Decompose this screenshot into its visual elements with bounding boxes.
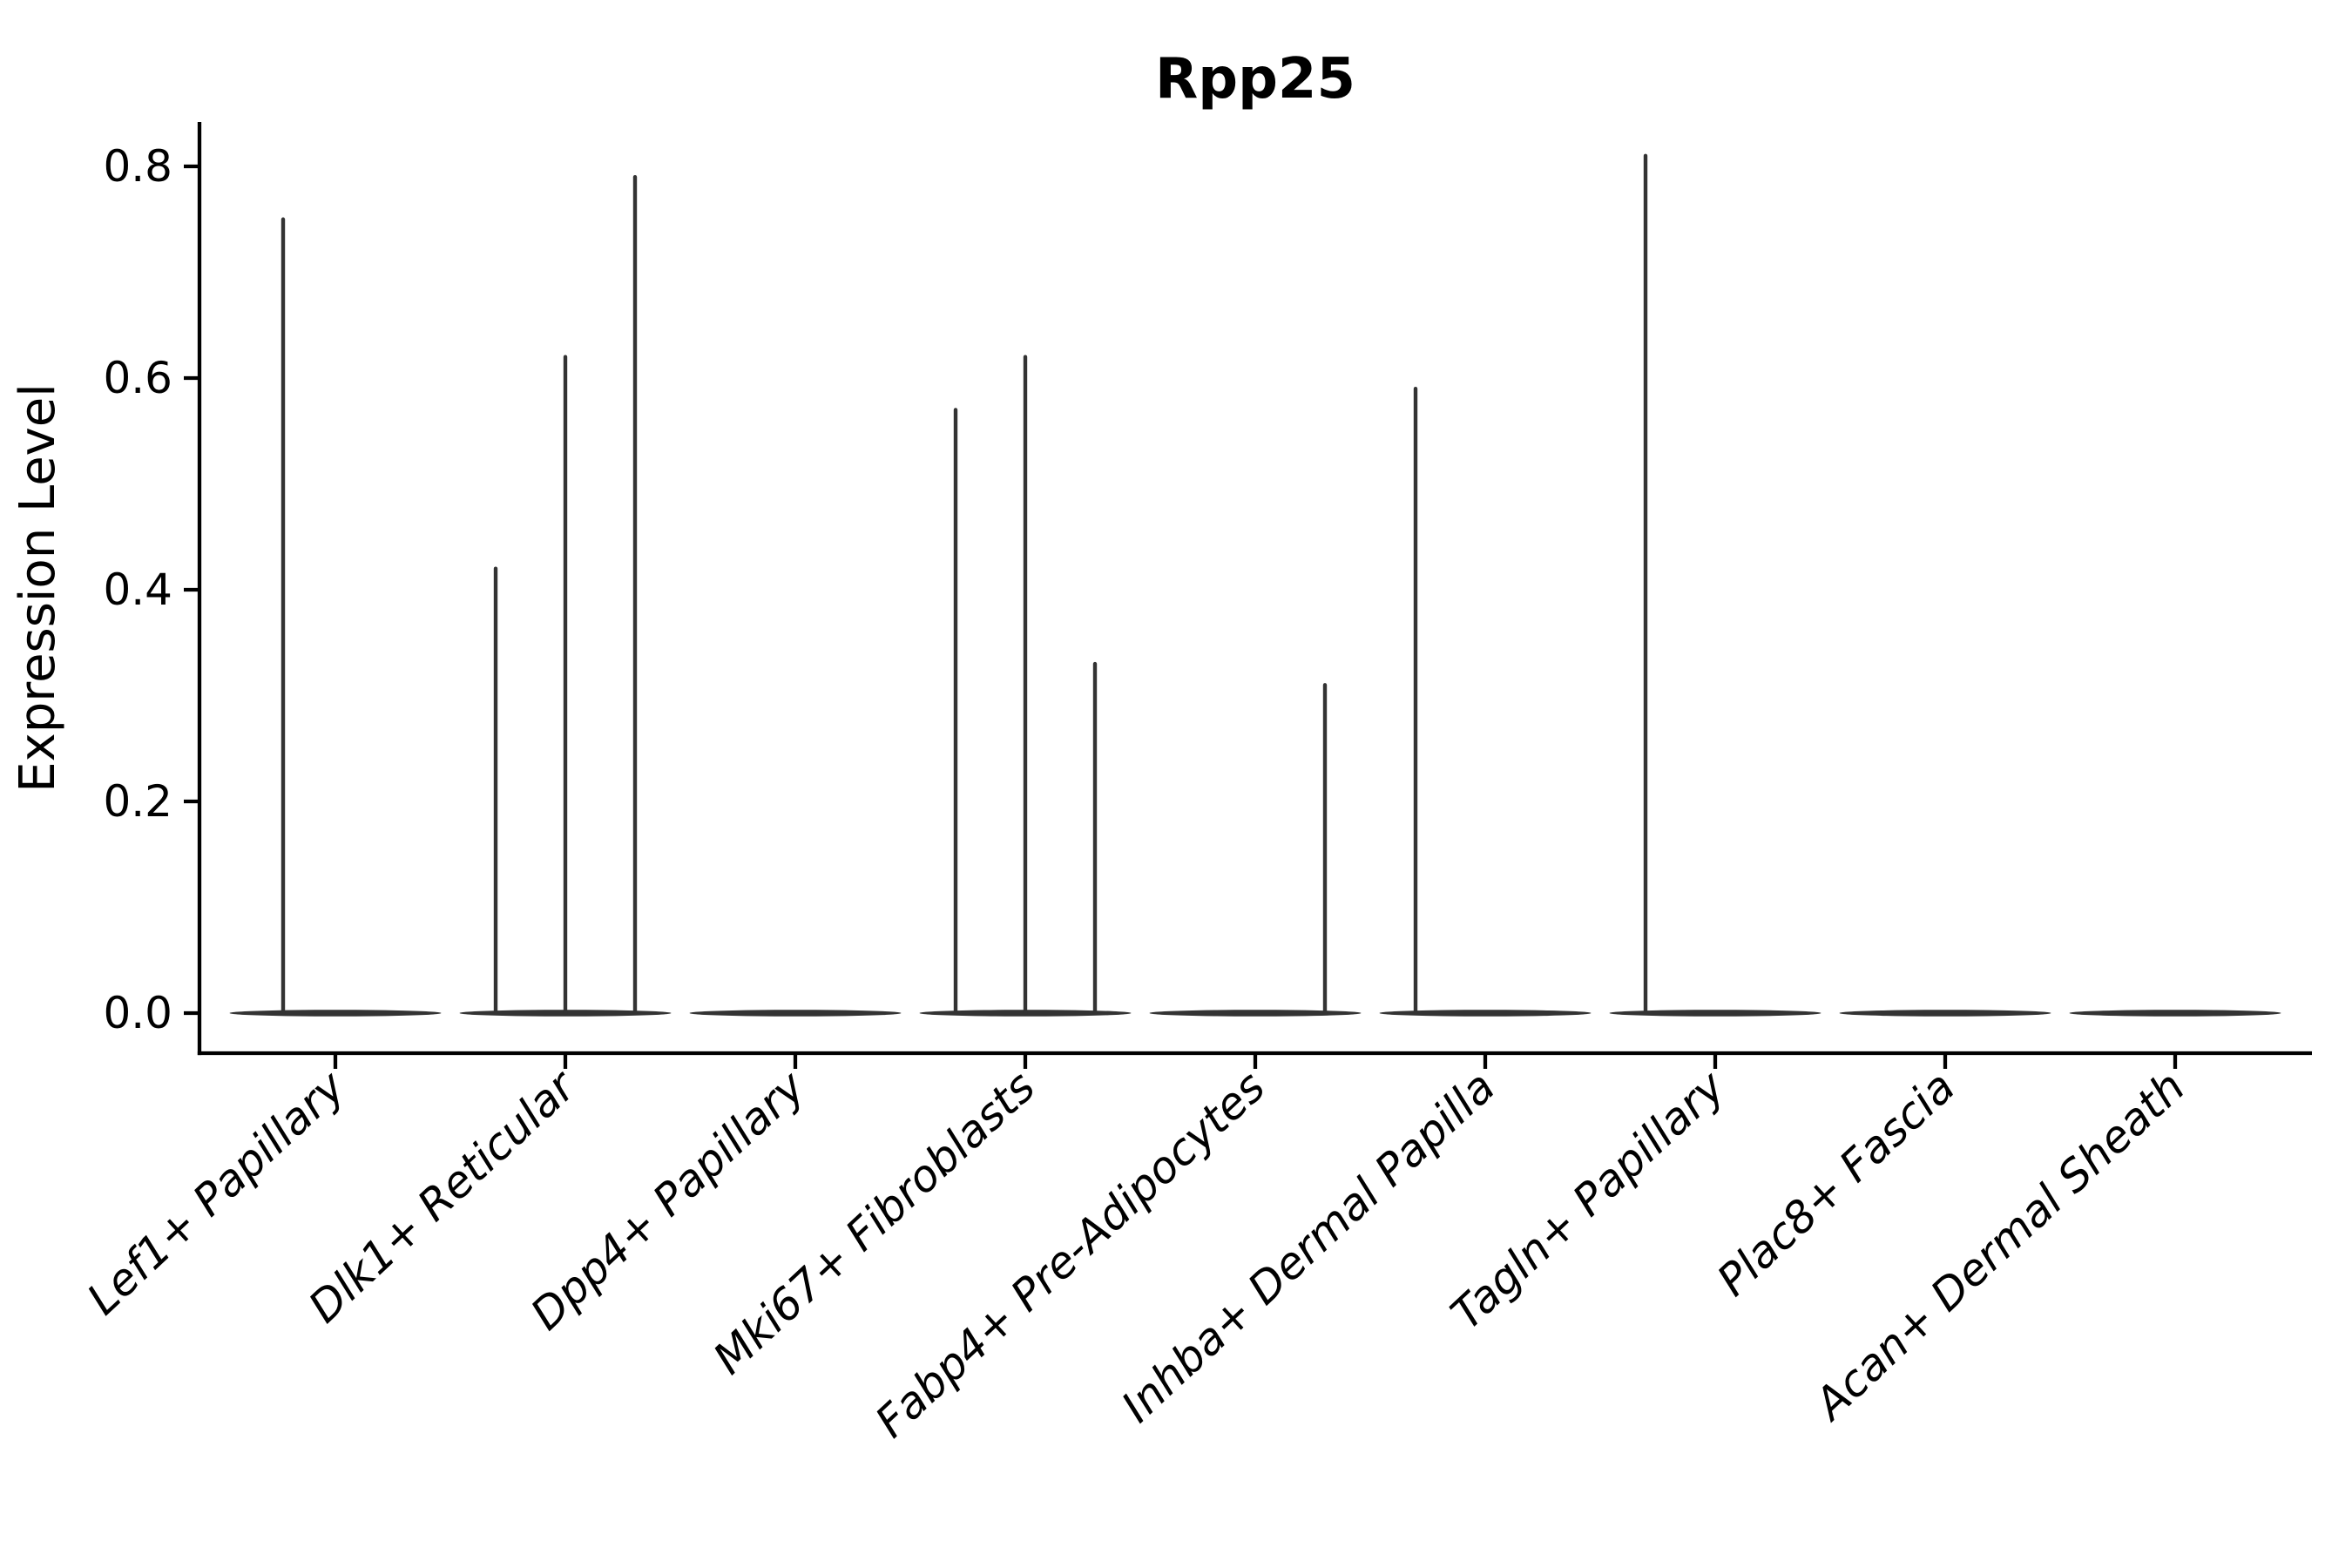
chart-title: Rpp25 [1155, 47, 1355, 112]
y-tick-label: 0.0 [103, 988, 172, 1038]
y-tick-label: 0.6 [103, 353, 172, 403]
violin-body [229, 1010, 442, 1017]
violin-body [1609, 1010, 1821, 1017]
violin-body [1839, 1010, 2051, 1017]
violin-body [689, 1010, 902, 1017]
violin-body [1149, 1010, 1362, 1017]
violin-body [1379, 1010, 1592, 1017]
y-tick-label: 0.8 [103, 141, 172, 192]
violin-body [2069, 1010, 2281, 1017]
y-tick-label: 0.4 [103, 564, 172, 615]
y-axis-label: Expression Level [10, 383, 66, 793]
y-tick-label: 0.2 [103, 776, 172, 827]
